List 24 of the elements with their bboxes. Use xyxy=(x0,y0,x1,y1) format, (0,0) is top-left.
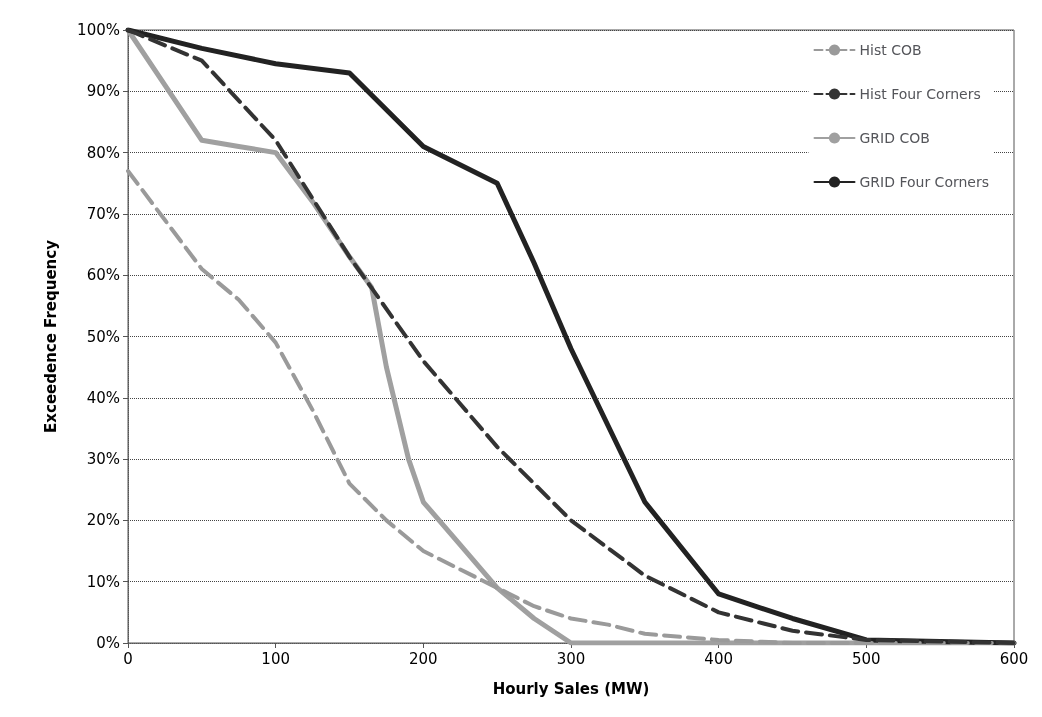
y-tick-label: 80% xyxy=(86,143,120,162)
y-tick-label: 90% xyxy=(86,82,120,101)
y-tick-label: 50% xyxy=(86,327,120,346)
y-axis-title: Exceedence Frequency xyxy=(41,239,60,433)
x-tick-label: 400 xyxy=(704,649,733,668)
x-tick-label: 0 xyxy=(123,649,133,668)
x-tick-label: 200 xyxy=(409,649,438,668)
x-tick-label: 500 xyxy=(852,649,881,668)
y-tick-label: 30% xyxy=(86,450,120,469)
y-tick-label: 20% xyxy=(86,511,120,530)
y-tick-label: 60% xyxy=(86,266,120,285)
x-axis-title: Hourly Sales (MW) xyxy=(492,679,650,698)
legend-label: GRID COB xyxy=(859,130,930,146)
y-tick-label: 100% xyxy=(77,21,120,39)
y-tick-label: 40% xyxy=(86,388,120,407)
y-tick-label: 70% xyxy=(86,204,120,223)
legend-label: Hist Four Corners xyxy=(859,86,981,102)
legend-label: GRID Four Corners xyxy=(859,174,990,190)
y-tick-label: 10% xyxy=(86,572,120,591)
x-tick-label: 300 xyxy=(556,649,586,668)
y-tick-label: 0% xyxy=(96,634,120,652)
x-tick-label: 600 xyxy=(999,649,1029,668)
x-tick-label: 100 xyxy=(261,649,290,668)
legend-label: Hist COB xyxy=(859,42,922,58)
